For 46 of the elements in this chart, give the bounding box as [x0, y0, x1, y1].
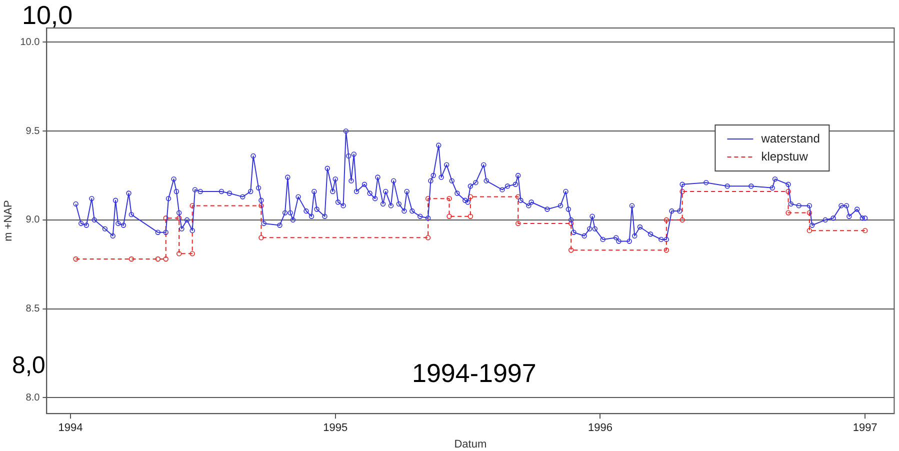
- point: [786, 188, 791, 194]
- point: [568, 220, 574, 226]
- point: [516, 194, 521, 200]
- point: [862, 228, 868, 234]
- x-axis-title: Datum: [454, 438, 487, 450]
- x-tick-label: 1994: [58, 422, 83, 434]
- point: [664, 248, 670, 253]
- legend-label: waterstand: [760, 131, 820, 146]
- point: [190, 251, 195, 256]
- y-tick-label: 9.5: [26, 126, 40, 137]
- point: [190, 203, 195, 208]
- legend-label: klepstuw: [761, 149, 808, 164]
- x-tick-label: 1995: [323, 422, 348, 434]
- point: [446, 214, 452, 219]
- point: [680, 217, 685, 223]
- point: [680, 188, 685, 194]
- point: [258, 235, 264, 240]
- point: [806, 210, 812, 216]
- y-axis-title: m +NAP: [2, 200, 15, 242]
- point: [163, 216, 168, 221]
- y-tick-label: 9.0: [26, 214, 40, 226]
- y-tick-label: 10.0: [20, 36, 40, 48]
- x-tick-label: 1996: [588, 422, 612, 434]
- point: [155, 256, 160, 262]
- annotation: 1994-1997: [412, 358, 536, 390]
- point: [468, 214, 474, 219]
- point: [446, 196, 452, 202]
- point: [128, 256, 134, 262]
- point: [425, 196, 431, 202]
- point: [468, 194, 474, 200]
- y-tick-label: 8.5: [26, 304, 40, 315]
- point: [425, 235, 431, 240]
- point: [664, 217, 670, 223]
- point: [258, 203, 264, 208]
- point: [163, 256, 168, 262]
- point: [176, 251, 182, 256]
- y-tick-label: 8.0: [26, 392, 40, 404]
- point: [806, 228, 812, 234]
- x-tick-label: 1997: [852, 422, 878, 434]
- point: [786, 210, 791, 216]
- point: [176, 216, 182, 221]
- text: 8,0: [12, 352, 46, 381]
- point: [73, 256, 78, 262]
- annotation: 10,0: [22, 0, 73, 32]
- point: [516, 220, 521, 226]
- point: [568, 248, 574, 253]
